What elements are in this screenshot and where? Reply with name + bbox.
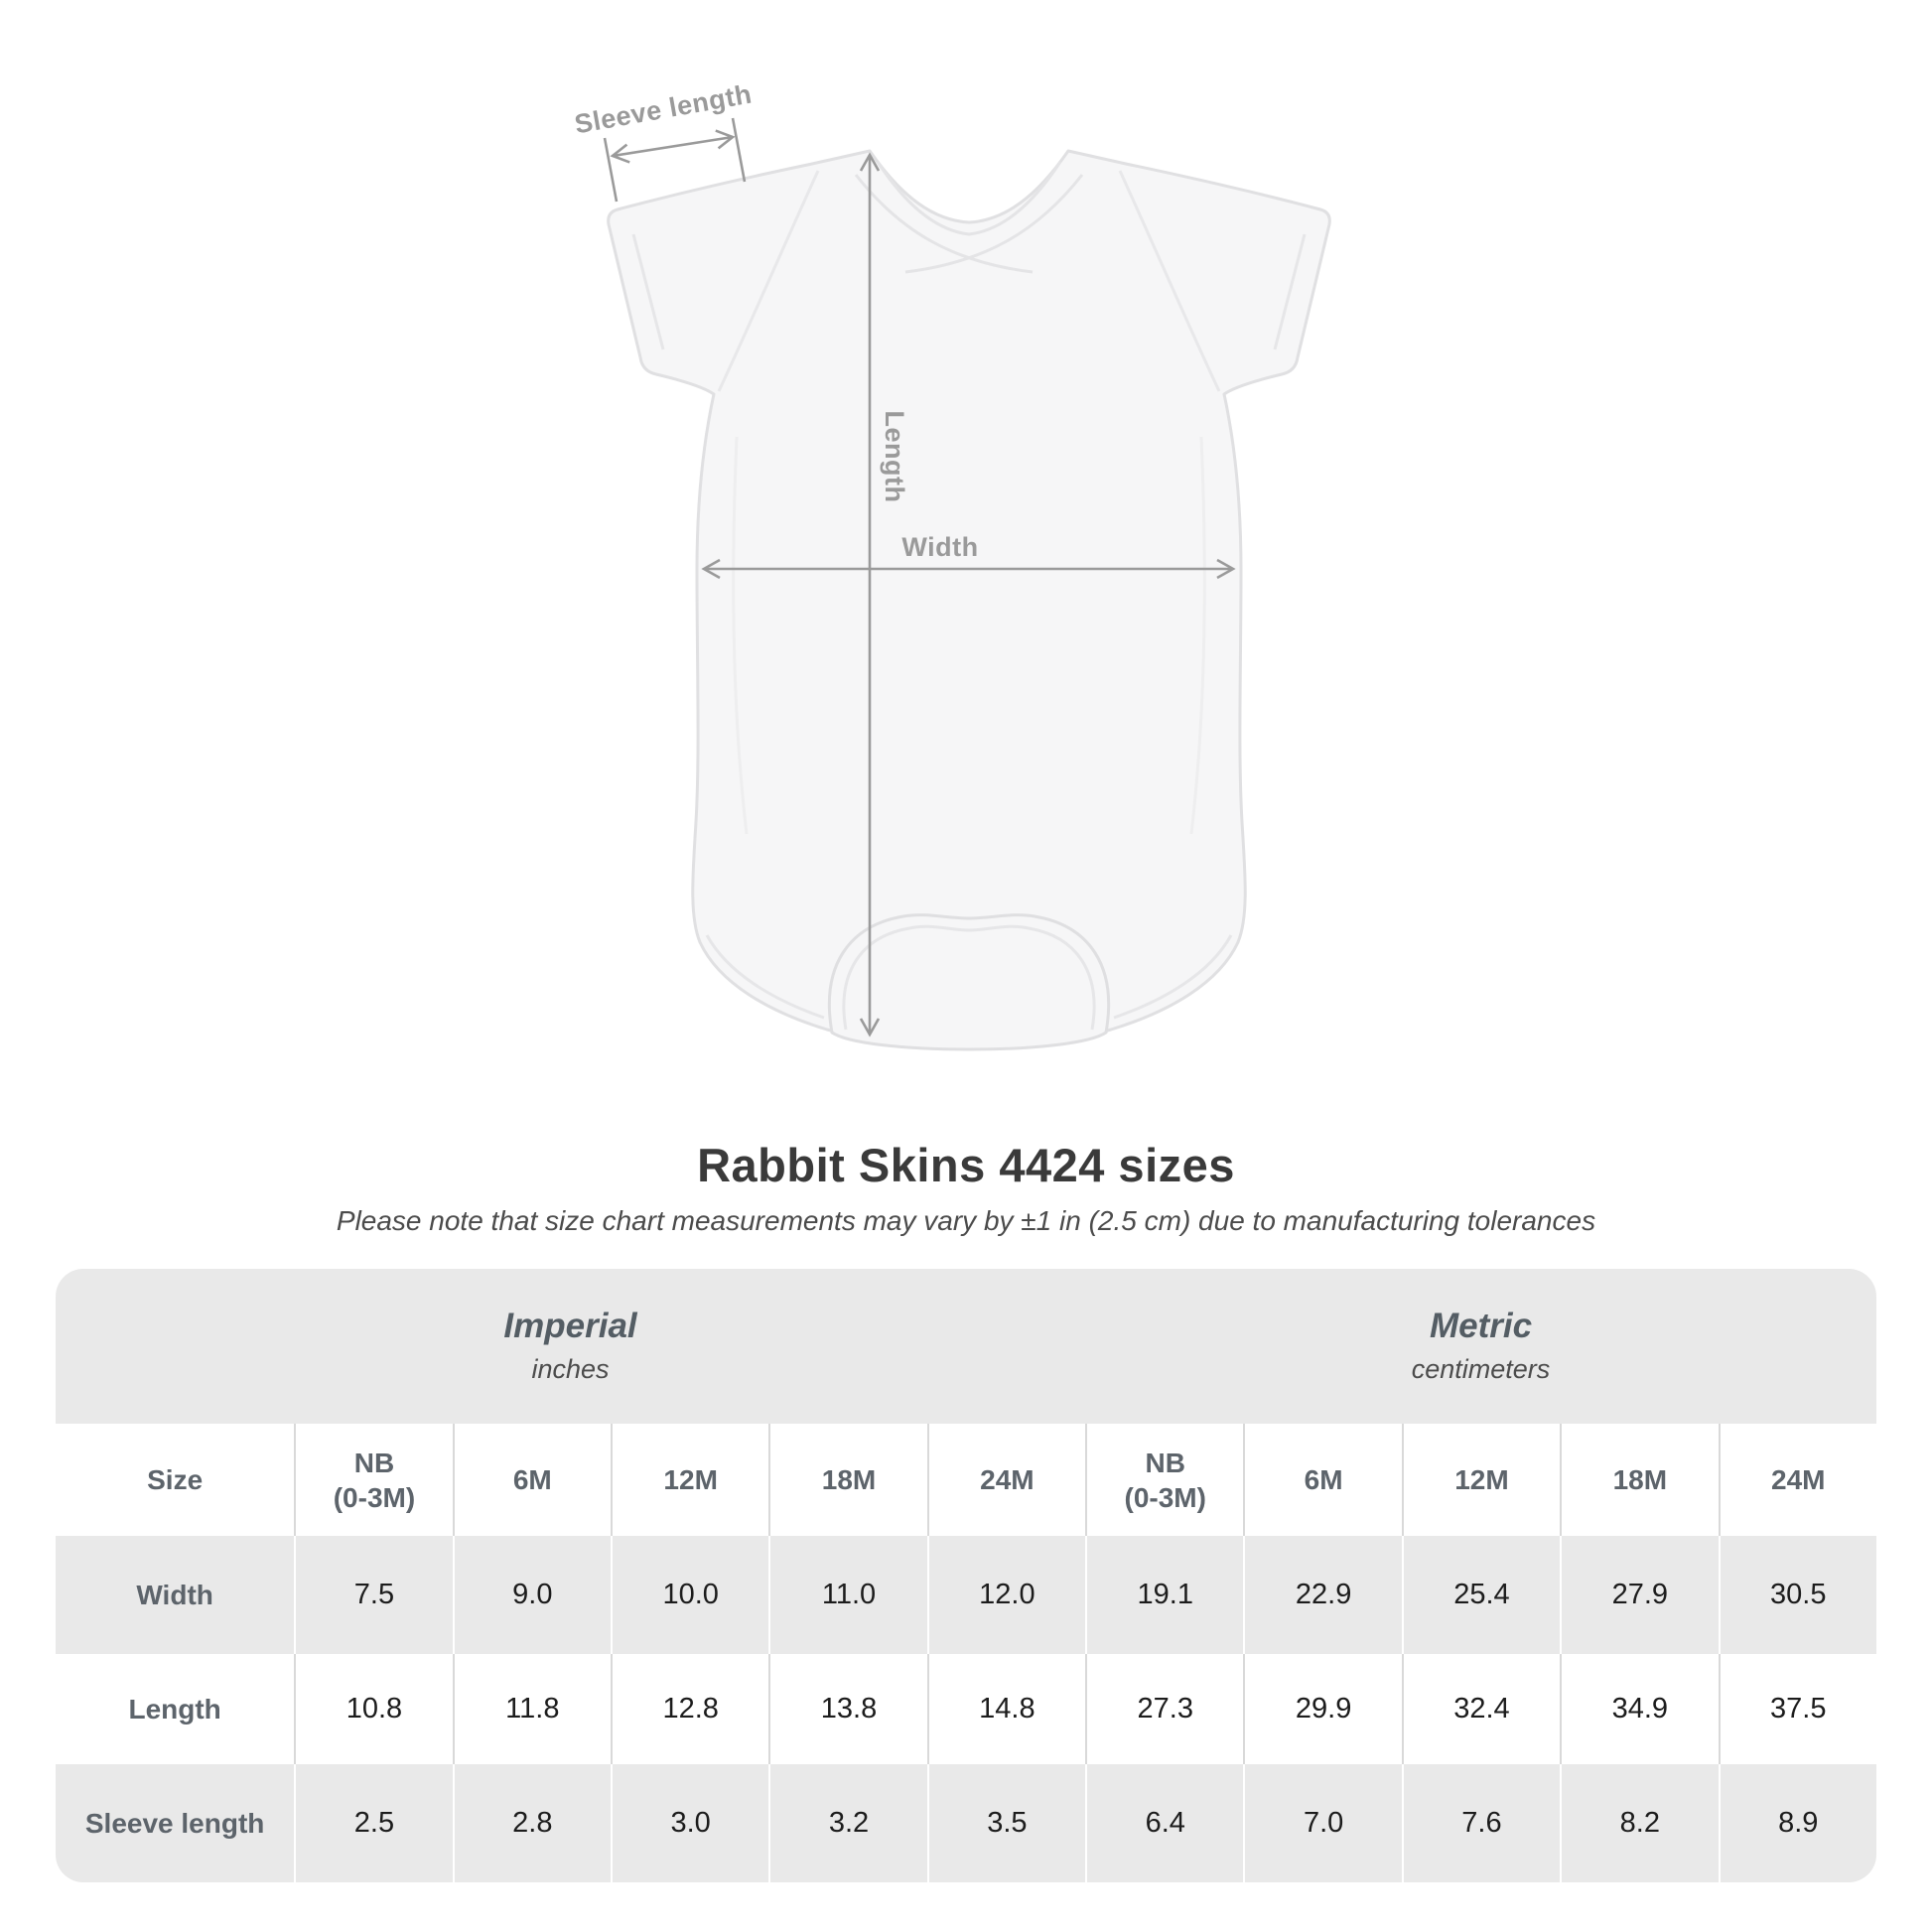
size-column-header: 12M — [1401, 1424, 1561, 1536]
metric-heading: Metric — [1429, 1307, 1533, 1346]
metric-unit: centimeters — [1411, 1353, 1551, 1384]
size-value-cell: 2.8 — [452, 1764, 611, 1882]
sleeve-length-label: Sleeve length — [572, 79, 754, 140]
size-value-cell: 25.4 — [1401, 1536, 1561, 1654]
size-column-header: 6M — [1243, 1424, 1402, 1536]
width-label: Width — [901, 532, 978, 562]
size-value-cell: 3.2 — [768, 1764, 927, 1882]
size-value-cell: 10.8 — [294, 1654, 453, 1764]
table-row-length: Length 10.8 11.8 12.8 13.8 14.8 27.3 29.… — [56, 1654, 1876, 1764]
row-label-width: Width — [56, 1536, 295, 1654]
size-value-cell: 29.9 — [1243, 1654, 1402, 1764]
right-armhole-seam — [1118, 170, 1221, 392]
right-leg-binding — [1113, 934, 1233, 1020]
size-value-cell: 12.0 — [926, 1536, 1086, 1654]
size-diagram: Sleeve length Length Width — [572, 79, 1331, 1051]
fabric-fold-right — [1189, 436, 1206, 835]
size-value-cell: 10.0 — [610, 1536, 769, 1654]
size-value-cell: 8.2 — [1560, 1764, 1719, 1882]
size-column-header: 18M — [768, 1424, 927, 1536]
sleeve-length-arrow — [603, 117, 747, 203]
row-label-length: Length — [56, 1654, 295, 1764]
tolerance-note: Please note that size chart measurements… — [336, 1205, 1596, 1236]
size-value-cell: 2.5 — [294, 1764, 453, 1882]
size-value-cell: 9.0 — [452, 1536, 611, 1654]
page-title: Rabbit Skins 4424 sizes — [697, 1139, 1235, 1191]
size-column-header: NB (0-3M) — [294, 1424, 453, 1536]
size-value-cell: 7.5 — [294, 1536, 453, 1654]
neckband-seam — [876, 161, 1062, 236]
size-value-cell: 30.5 — [1718, 1536, 1876, 1654]
size-value-cell: 27.9 — [1560, 1536, 1719, 1654]
left-leg-binding — [705, 934, 825, 1020]
size-value-cell: 12.8 — [610, 1654, 769, 1764]
size-value-cell: 14.8 — [926, 1654, 1086, 1764]
crotch-flap — [827, 913, 1111, 1051]
size-column-header: 24M — [926, 1424, 1086, 1536]
size-value-cell: 7.6 — [1401, 1764, 1561, 1882]
size-value-cell: 11.8 — [452, 1654, 611, 1764]
imperial-heading: Imperial — [503, 1307, 637, 1346]
size-value-cell: 37.5 — [1718, 1654, 1876, 1764]
size-value-cell: 11.0 — [768, 1536, 927, 1654]
size-header-label: Size — [56, 1424, 295, 1536]
dimension-arrows — [603, 117, 1236, 1037]
size-value-cell: 3.5 — [926, 1764, 1086, 1882]
size-header-row: Size NB (0-3M) 6M 12M 18M 24M NB (0-3M) … — [56, 1424, 1876, 1536]
size-value-cell: 32.4 — [1401, 1654, 1561, 1764]
left-sleeve-hem — [631, 233, 665, 350]
right-lap-shoulder-seam — [904, 174, 1084, 274]
onesie-graphic — [607, 149, 1331, 1051]
size-chart: Imperial inches Metric centimeters Size … — [56, 1269, 1876, 1882]
unit-group-imperial: Imperial inches — [56, 1269, 1086, 1424]
length-label: Length — [880, 411, 909, 503]
fabric-fold-left — [732, 436, 749, 835]
size-column-header: 12M — [610, 1424, 769, 1536]
size-column-header: NB (0-3M) — [1085, 1424, 1244, 1536]
bodysuit-diagram-svg: Sleeve length Length Width — [572, 79, 1331, 1051]
size-chart-table: Imperial inches Metric centimeters Size … — [56, 1269, 1876, 1882]
imperial-unit: inches — [531, 1353, 610, 1384]
size-value-cell: 22.9 — [1243, 1536, 1402, 1654]
left-armhole-seam — [717, 170, 820, 392]
size-value-cell: 6.4 — [1085, 1764, 1244, 1882]
size-value-cell: 3.0 — [610, 1764, 769, 1882]
size-value-cell: 19.1 — [1085, 1536, 1244, 1654]
right-sleeve-hem — [1273, 233, 1307, 350]
size-column-header: 18M — [1560, 1424, 1719, 1536]
size-value-cell: 7.0 — [1243, 1764, 1402, 1882]
size-value-cell: 13.8 — [768, 1654, 927, 1764]
size-column-header: 24M — [1718, 1424, 1876, 1536]
size-value-cell: 27.3 — [1085, 1654, 1244, 1764]
unit-group-metric: Metric centimeters — [1085, 1269, 1876, 1424]
size-column-header: 6M — [452, 1424, 611, 1536]
row-label-sleeve-length: Sleeve length — [56, 1764, 295, 1882]
table-row-width: Width 7.5 9.0 10.0 11.0 12.0 19.1 22.9 2… — [56, 1536, 1876, 1654]
unit-group-header-row: Imperial inches Metric centimeters — [56, 1269, 1876, 1424]
table-row-sleeve-length: Sleeve length 2.5 2.8 3.0 3.2 3.5 6.4 7.… — [56, 1764, 1876, 1882]
size-value-cell: 8.9 — [1718, 1764, 1876, 1882]
size-value-cell: 34.9 — [1560, 1654, 1719, 1764]
